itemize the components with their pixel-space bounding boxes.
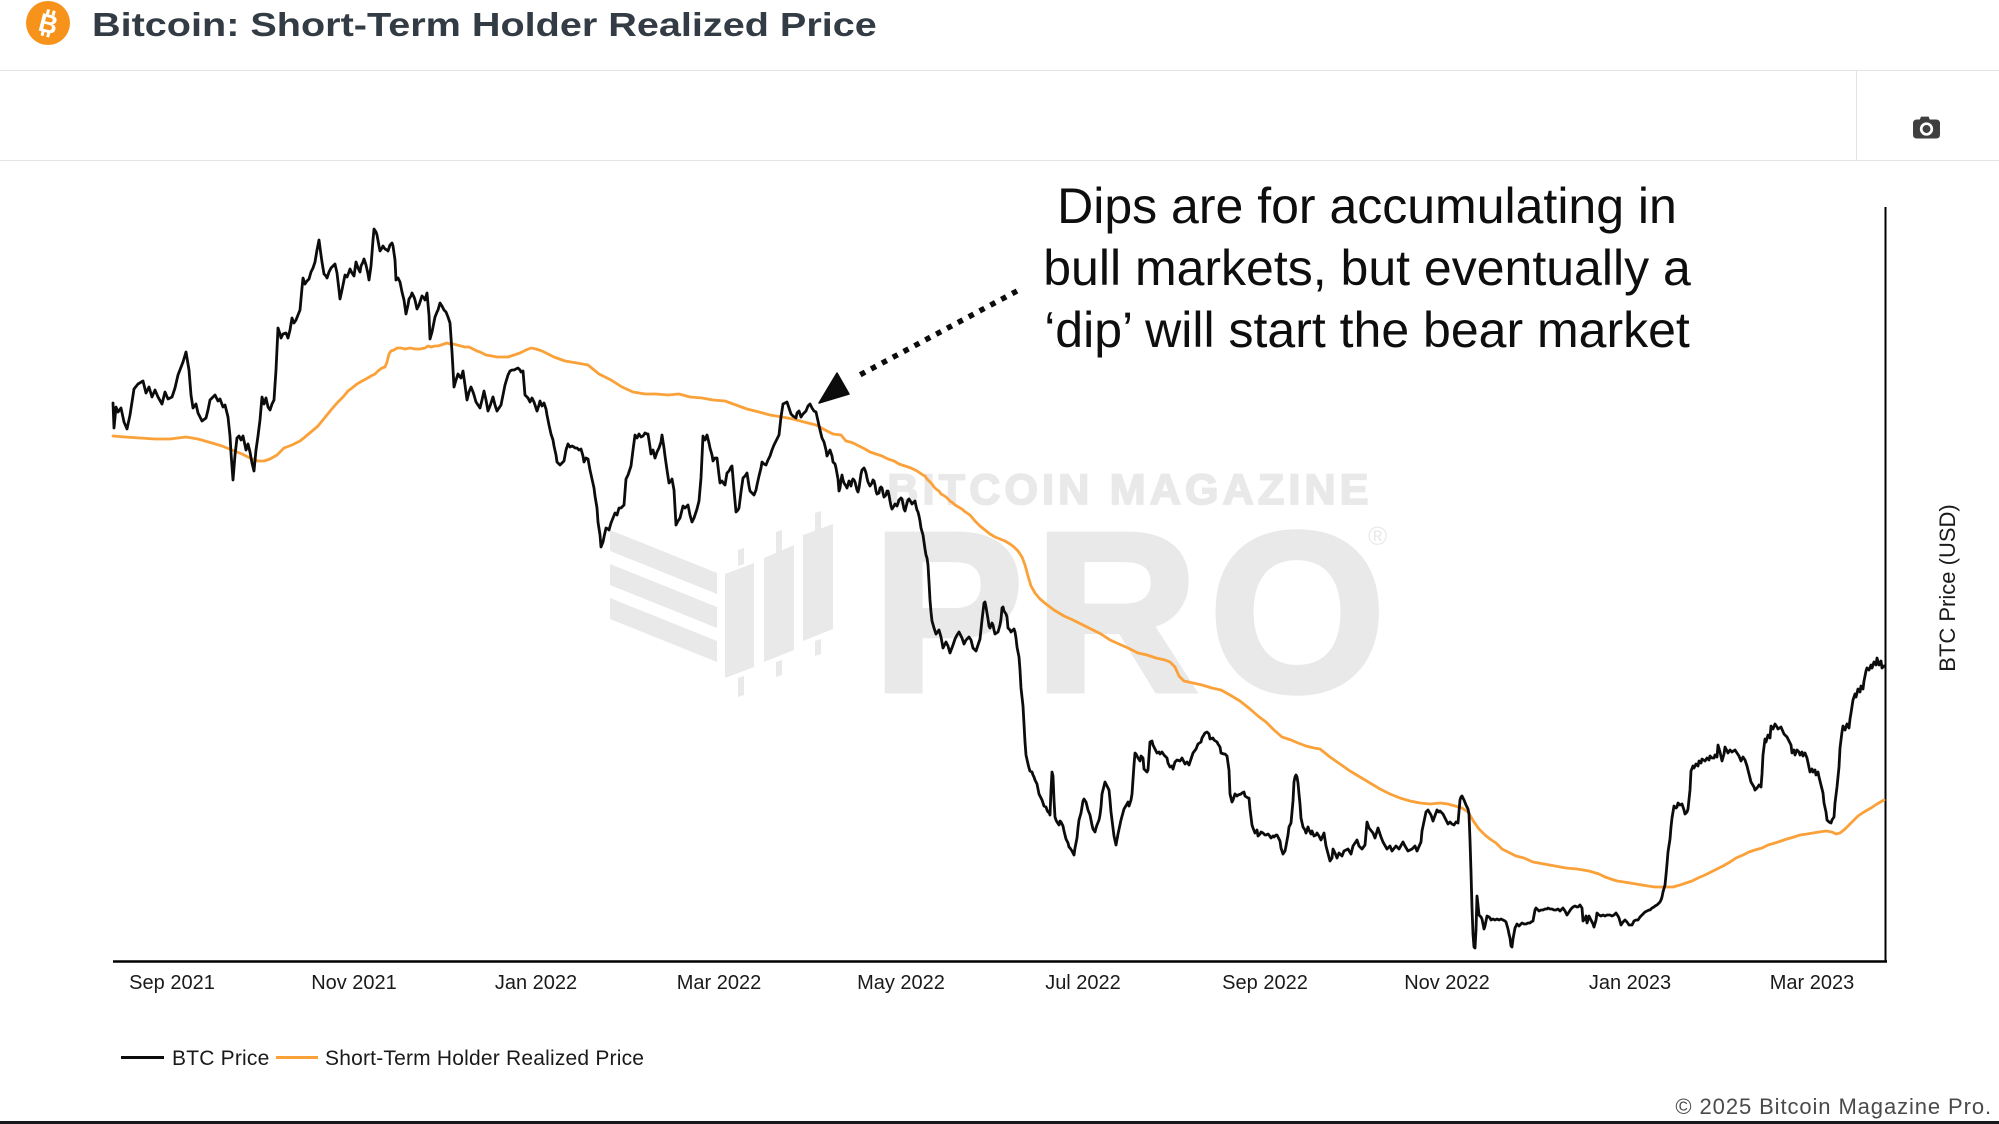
svg-text:®: ® xyxy=(1368,521,1387,551)
svg-text:BITCOIN MAGAZINE: BITCOIN MAGAZINE xyxy=(887,466,1372,514)
svg-text:PRO: PRO xyxy=(872,486,1396,740)
